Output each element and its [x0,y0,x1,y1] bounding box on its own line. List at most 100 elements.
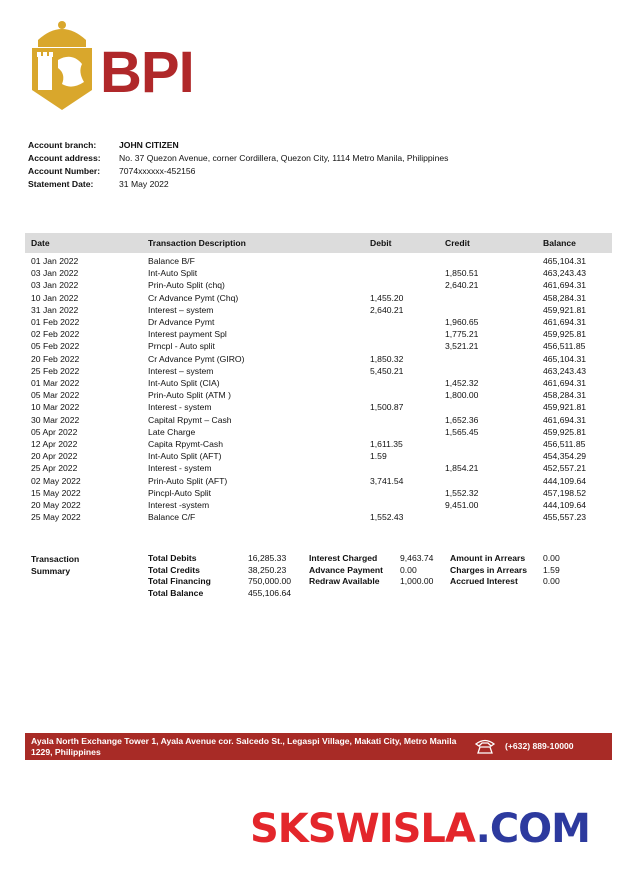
table-cell: Cr Advance Pymt (Chq) [148,292,239,303]
summary-label: Interest Charged [309,553,378,563]
table-cell: 3,521.21 [445,341,479,352]
table-cell: 9,451.00 [445,500,479,510]
table-cell: 5,450.21 [370,365,404,376]
table-cell: Interest -system [148,500,210,510]
summary-label: Redraw Available [309,576,380,586]
table-cell: Late Charge [148,426,196,437]
summary-label: Accrued Interest [450,576,518,586]
table-cell: Dr Advance Pymt [148,317,215,327]
summary-label: Amount in Arrears [450,553,526,563]
column-header: Credit [445,238,470,248]
table-cell: Pincpl-Auto Split [148,487,212,498]
table-cell: 25 Apr 2022 [31,463,78,474]
summary-label: Total Financing [148,576,211,586]
table-cell: 465,104.31 [543,256,587,266]
table-cell: 458,284.31 [543,390,587,401]
table-cell: 456,511.85 [543,341,586,352]
table-cell: 1,960.65 [445,317,479,327]
table-cell: 1,500.87 [370,402,404,413]
table-cell: 463,243.43 [543,365,587,376]
phone-icon [474,739,496,754]
table-cell: 461,694.31 [543,414,587,425]
table-cell: 20 Feb 2022 [31,353,80,364]
table-cell: 1,455.20 [370,292,404,303]
account-label: Account Number: [28,166,101,176]
table-cell: Interest – system [148,304,214,315]
table-cell: Balance C/F [148,512,196,523]
account-label: Account branch: [28,140,97,150]
watermark: SKSWISLA.COM [250,806,591,852]
table-cell: 2,640.21 [445,280,479,291]
table-cell: Balance B/F [148,256,195,266]
summary-label: Advance Payment [309,564,384,575]
table-cell: 05 Feb 2022 [31,341,80,352]
table-cell: 25 Feb 2022 [31,365,80,376]
table-cell: 452,557.21 [543,463,587,474]
table-cell: 1,611.35 [370,439,403,449]
table-cell: 1,854.21 [445,463,479,474]
account-value: JOHN CITIZEN [119,140,179,150]
table-cell: 10 Mar 2022 [31,402,80,413]
summary-value: 1,000.00 [400,576,434,586]
table-cell: 461,694.31 [543,280,587,291]
table-cell: 03 Jan 2022 [31,280,79,291]
table-cell: 459,921.81 [543,304,587,315]
account-value: 31 May 2022 [119,179,169,189]
account-value: No. 37 Quezon Avenue, corner Cordillera,… [119,153,449,163]
table-cell: 25 May 2022 [31,512,81,523]
summary-value: 0.00 [543,553,560,563]
summary-label: Total Balance [148,587,204,598]
footer-address: Ayala North Exchange Tower 1, Ayala Aven… [31,736,457,757]
table-cell: 458,284.31 [543,292,587,303]
table-cell: 444,109.64 [543,500,587,510]
summary-label: Total Debits [148,553,197,563]
footer-bar [25,733,612,760]
table-cell: 1,552.43 [370,512,404,523]
table-cell: Int-Auto Split (CIA) [148,378,220,388]
account-label: Statement Date: [28,179,94,189]
table-cell: 02 May 2022 [31,475,81,486]
table-cell: 456,511.85 [543,439,586,449]
table-cell: 1,775.21 [445,329,479,340]
table-cell: 1.59 [370,451,387,462]
column-header: Debit [370,238,392,248]
table-cell: Interest - system [148,463,212,474]
logo-emblem [32,21,92,110]
table-cell: 1,452.32 [445,378,479,388]
table-cell: 31 Jan 2022 [31,304,79,315]
table-cell: 3,741.54 [370,475,404,486]
summary-value: 750,000.00 [248,576,292,586]
table-cell: 03 Jan 2022 [31,268,79,279]
summary-value: 1.59 [543,564,560,575]
table-cell: Interest – system [148,365,214,376]
watermark-domain: .COM [475,806,591,852]
summary-value: 38,250.23 [248,564,287,575]
table-cell: 1,850.32 [370,353,404,364]
table-cell: 461,694.31 [543,378,587,388]
summary-label: Charges in Arrears [450,564,528,575]
table-cell: Capital Rpymt – Cash [148,414,232,425]
table-cell: 459,921.81 [543,402,587,413]
summary-value: 16,285.33 [248,553,287,563]
table-cell: 2,640.21 [370,304,404,315]
table-cell: Cr Advance Pymt (GIRO) [148,353,245,364]
table-cell: 1,652.36 [445,414,479,425]
table-cell: 454,354.29 [543,451,587,462]
summary-value: 9,463.74 [400,553,434,563]
table-cell: Prncpl - Auto split [148,341,215,352]
summary-value: 0.00 [400,564,417,575]
table-cell: 02 Feb 2022 [31,329,80,340]
summary-value: 455,106.64 [248,587,292,598]
table-cell: 05 Mar 2022 [31,390,80,401]
table-cell: 461,694.31 [543,317,587,327]
table-cell: 01 Feb 2022 [31,317,80,327]
table-cell: 1,565.45 [445,426,479,437]
table-cell: 465,104.31 [543,353,587,364]
table-cell: 457,198.52 [543,487,587,498]
table-cell: 459,925.81 [543,329,587,340]
summary-value: 0.00 [543,576,560,586]
table-cell: 1,850.51 [445,268,479,279]
